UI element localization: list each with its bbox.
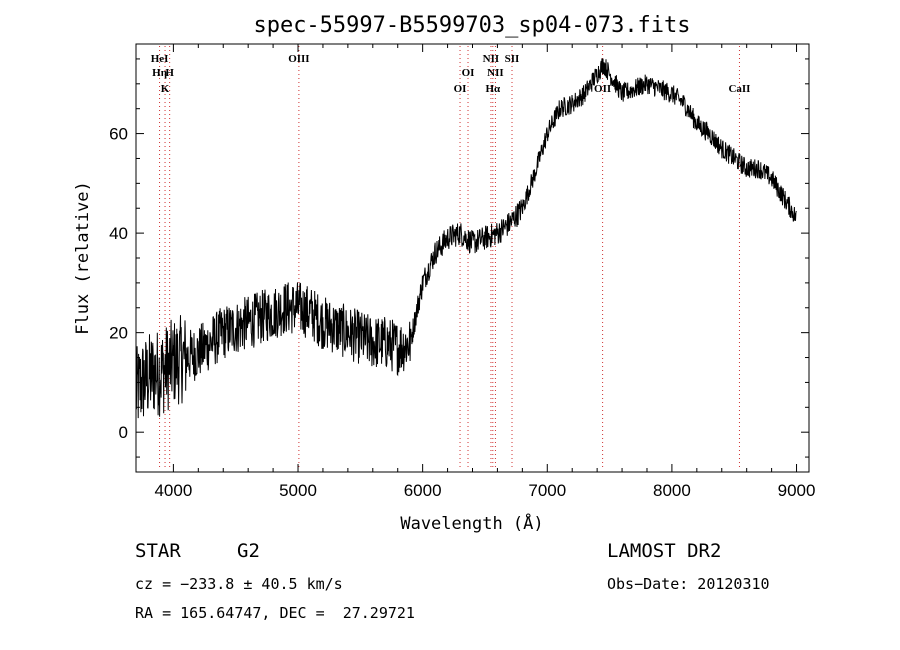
line-label: OI [462, 67, 475, 79]
x-axis-ticks: 4000 5000 6000 7000 8000 9000 [154, 44, 815, 500]
object-subclass: G2 [237, 540, 260, 562]
obs-date-text: Obs−Date: 20120310 [607, 575, 770, 593]
line-label: Hα [485, 83, 501, 95]
x-tick-label: 4000 [154, 481, 192, 500]
line-label: CaII [728, 83, 750, 95]
line-label: OI [454, 83, 467, 95]
line-label: NII [487, 67, 504, 79]
object-class: STAR [135, 540, 181, 562]
y-axis-label: Flux (relative) [73, 181, 93, 335]
emission-line-markers [159, 46, 740, 470]
redshift-text: cz = −233.8 ± 40.5 km/s [135, 575, 343, 593]
x-tick-label: 5000 [279, 481, 317, 500]
y-tick-label: 60 [109, 125, 128, 144]
spectrum-line [135, 58, 797, 419]
x-axis-label: Wavelength (Å) [400, 512, 543, 534]
y-axis-ticks: 0 20 40 60 [109, 58, 809, 458]
x-tick-label: 6000 [404, 481, 442, 500]
line-label: K [161, 83, 170, 95]
x-tick-label: 7000 [528, 481, 566, 500]
line-label: OII [594, 83, 611, 95]
coordinates-text: RA = 165.64747, DEC = 27.29721 [135, 604, 415, 622]
chart-title: spec-55997-B5599703_sp04-073.fits [253, 13, 690, 38]
line-label: OIII [288, 53, 309, 65]
x-tick-label: 9000 [778, 481, 816, 500]
x-tick-label: 8000 [653, 481, 691, 500]
y-tick-label: 40 [109, 224, 128, 243]
plot-frame [135, 43, 810, 473]
line-label: HeI [151, 53, 169, 65]
y-tick-label: 0 [119, 423, 128, 442]
y-tick-label: 20 [109, 324, 128, 343]
line-label: SII [505, 53, 520, 65]
line-label: NII [483, 53, 500, 65]
line-label: Hη [152, 67, 167, 79]
survey-label: LAMOST DR2 [607, 540, 722, 562]
line-label: H [165, 67, 174, 79]
